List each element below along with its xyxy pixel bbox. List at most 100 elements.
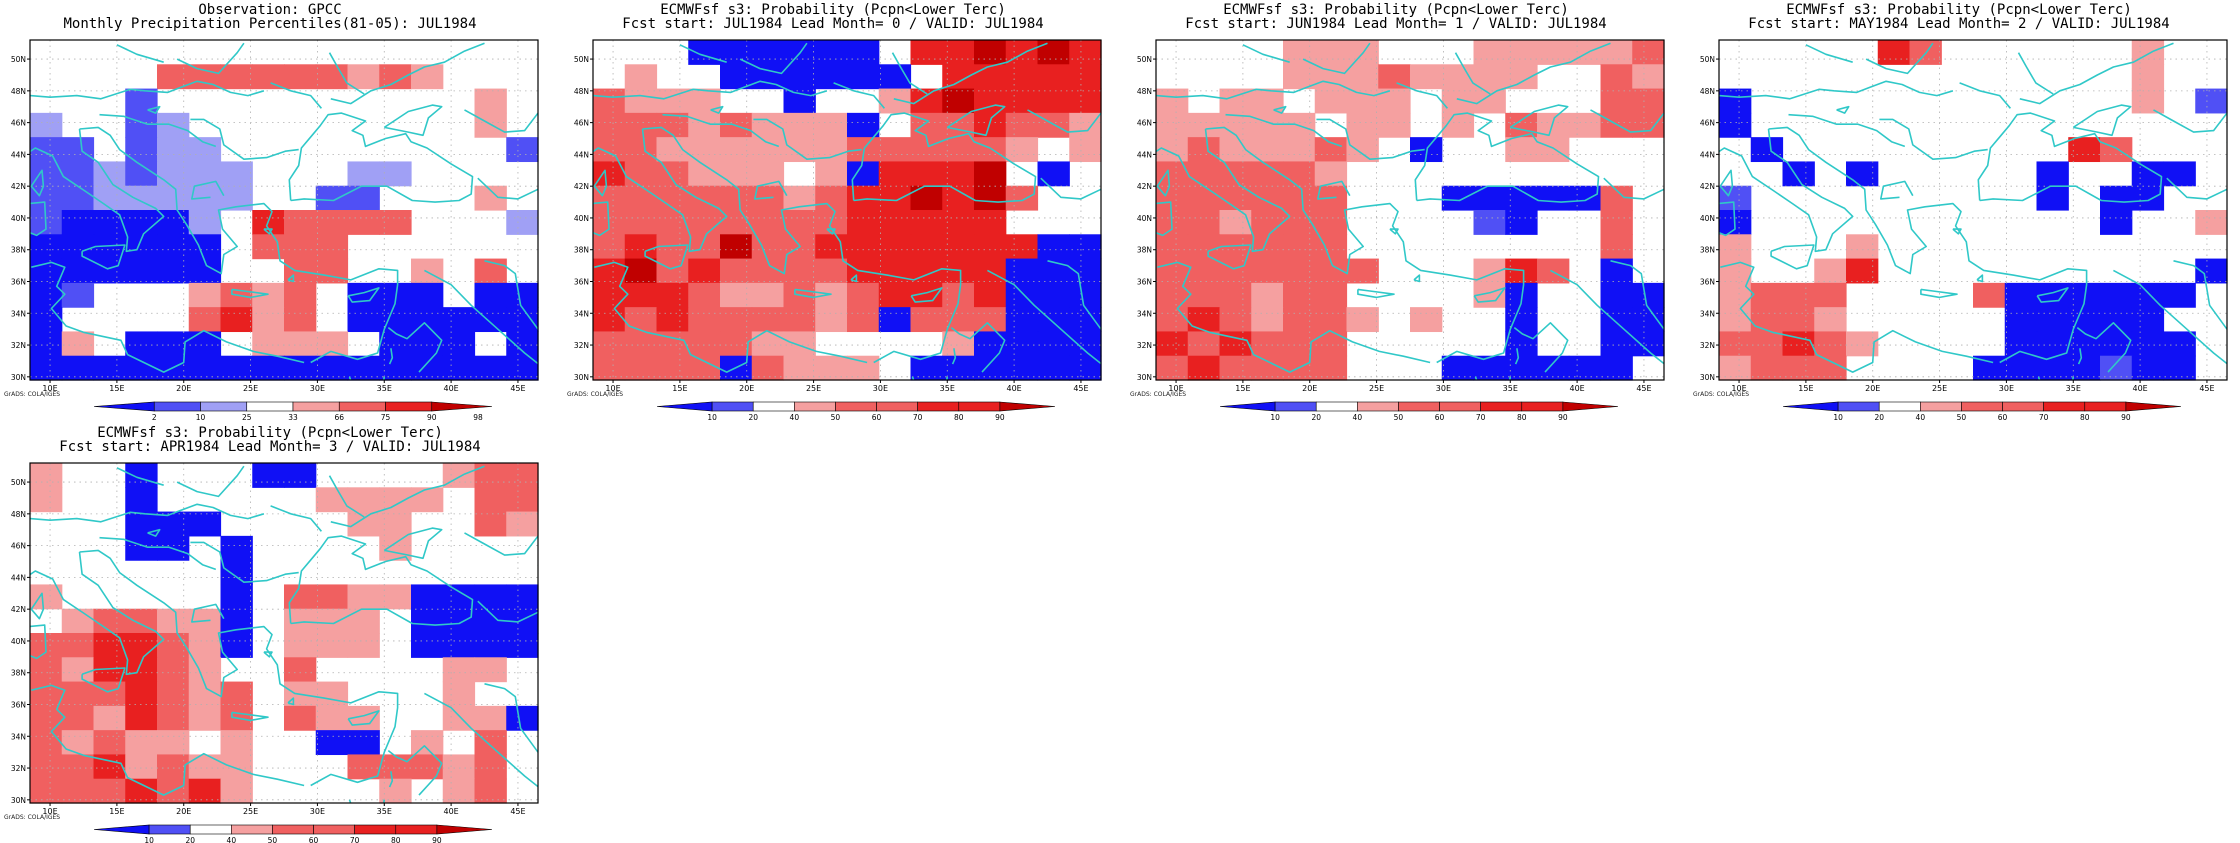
precip-cell bbox=[974, 137, 1007, 163]
precip-cell bbox=[910, 307, 943, 333]
precip-cell bbox=[815, 40, 848, 65]
lon-tick-label: 15E bbox=[1235, 384, 1250, 393]
precip-cell bbox=[1187, 234, 1221, 260]
lon-tick-label: 25E bbox=[1932, 384, 1947, 393]
map-frame bbox=[29, 39, 539, 381]
precip-cell bbox=[30, 258, 63, 284]
precip-cell bbox=[1187, 210, 1221, 235]
precip-cell bbox=[30, 730, 63, 756]
precip-cell bbox=[1314, 210, 1348, 235]
precip-cell bbox=[783, 88, 816, 114]
precip-cell bbox=[1719, 355, 1752, 381]
precip-cell bbox=[284, 463, 317, 488]
lon-tick-label: 35E bbox=[1503, 384, 1518, 393]
precip-cell bbox=[1600, 64, 1633, 90]
coastline bbox=[1454, 52, 1491, 95]
precip-cell bbox=[220, 584, 253, 610]
coastline bbox=[710, 105, 724, 114]
precip-cell bbox=[125, 210, 158, 235]
precip-cell bbox=[1814, 331, 1847, 357]
precip-cell bbox=[1187, 161, 1221, 187]
precip-cell bbox=[1187, 355, 1221, 381]
coastline bbox=[81, 244, 126, 270]
coastline bbox=[477, 600, 538, 623]
precip-cell bbox=[315, 331, 349, 357]
precip-cell bbox=[442, 657, 476, 683]
precip-cell bbox=[1537, 137, 1570, 163]
colorbar-label: 90 bbox=[995, 413, 1005, 420]
coastline bbox=[288, 535, 474, 626]
coastline bbox=[1977, 112, 2163, 203]
precip-cell bbox=[1037, 64, 1070, 90]
precip-cell bbox=[1877, 40, 1911, 65]
coastlines bbox=[1156, 42, 1664, 380]
precip-cell bbox=[411, 331, 444, 357]
coastline bbox=[1719, 128, 1854, 253]
colorbar-label: 20 bbox=[1311, 413, 1321, 420]
precip-cell bbox=[2004, 331, 2038, 357]
precip-cell bbox=[284, 282, 317, 308]
precip-cell bbox=[593, 112, 626, 138]
coastline bbox=[1768, 126, 2088, 364]
precip-cell bbox=[61, 161, 95, 187]
precip-cell bbox=[61, 778, 95, 804]
coastline bbox=[330, 465, 485, 528]
colorbar-segment bbox=[656, 401, 713, 412]
precip-cell bbox=[751, 282, 785, 308]
coastline bbox=[1550, 269, 1664, 365]
precip-cell bbox=[30, 307, 63, 333]
precip-cell bbox=[1037, 331, 1070, 357]
precip-cell bbox=[125, 258, 158, 284]
coastline bbox=[30, 592, 45, 620]
coastline bbox=[594, 261, 868, 373]
precip-cell bbox=[1346, 112, 1379, 138]
coastline bbox=[1603, 177, 1664, 200]
precip-cell bbox=[1473, 355, 1506, 381]
coastline bbox=[81, 667, 126, 693]
precip-cell bbox=[1005, 331, 1039, 357]
precip-cell bbox=[347, 584, 380, 610]
precip-cell bbox=[1187, 307, 1221, 333]
precip-cell bbox=[656, 161, 689, 187]
precip-cell bbox=[847, 64, 880, 90]
coastline bbox=[2113, 269, 2227, 365]
precip-cell bbox=[474, 463, 507, 488]
lon-tick-label: 20E bbox=[1865, 384, 1880, 393]
precip-cell bbox=[815, 64, 848, 90]
coastline bbox=[1590, 109, 1664, 133]
precip-cell bbox=[411, 754, 444, 780]
precip-cell bbox=[379, 584, 412, 610]
precip-cell bbox=[1846, 234, 1879, 260]
lon-tick-label: 40E bbox=[2132, 384, 2147, 393]
colorbar-segment bbox=[292, 401, 340, 412]
coastline bbox=[147, 528, 161, 537]
colorbar-segment bbox=[93, 824, 150, 835]
precip-cell bbox=[61, 657, 95, 683]
precip-cell bbox=[2195, 210, 2228, 235]
coastlines bbox=[30, 42, 538, 380]
graticule bbox=[30, 463, 538, 803]
precip-cell bbox=[1600, 40, 1633, 65]
precip-cell bbox=[2004, 282, 2038, 308]
lat-tick-label: 34N bbox=[11, 309, 26, 318]
lat-tick-label: 30N bbox=[574, 373, 589, 382]
precip-cell bbox=[1037, 88, 1070, 114]
lon-tick-label: 30E bbox=[310, 384, 325, 393]
lat-tick-label: 34N bbox=[1700, 309, 1715, 318]
precip-cell bbox=[1719, 112, 1752, 138]
panel-subtitle: Fcst start: MAY1984 Lead Month= 2 / VALI… bbox=[1748, 16, 2170, 32]
lat-tick-label: 42N bbox=[1137, 182, 1152, 191]
coastline bbox=[794, 288, 832, 299]
colorbar: 10 20 40 50 60 70 80 90 bbox=[1782, 401, 2182, 420]
precip-cell bbox=[974, 210, 1007, 235]
precip-cell bbox=[1473, 210, 1506, 235]
precip-cell bbox=[2131, 88, 2165, 114]
map-panel-forecast-lead2: ECMWFsf s3: Probability (Pcpn<Lower Terc… bbox=[1689, 0, 2229, 420]
precip-cell bbox=[1346, 88, 1379, 114]
colorbar-label: 80 bbox=[2080, 413, 2090, 420]
precip-cell bbox=[1346, 64, 1379, 90]
lon-tick-label: 10E bbox=[1731, 384, 1746, 393]
lat-tick-label: 50N bbox=[1700, 55, 1715, 64]
colorbar-segment bbox=[1274, 401, 1317, 412]
precip-cell bbox=[30, 355, 63, 381]
